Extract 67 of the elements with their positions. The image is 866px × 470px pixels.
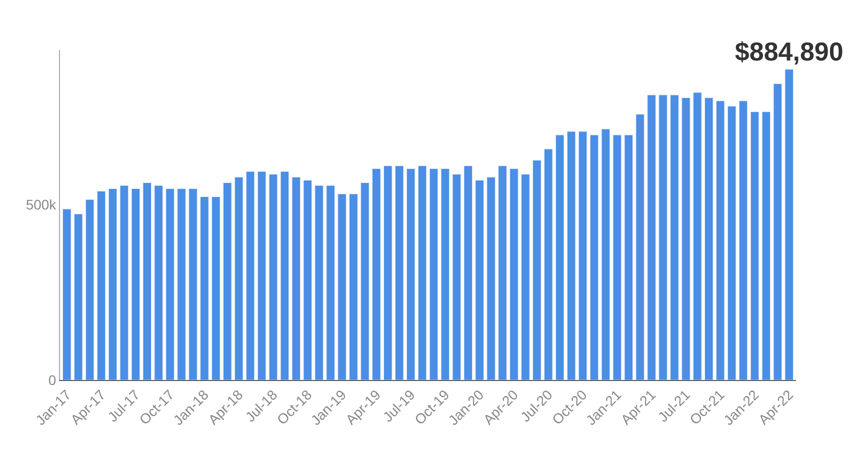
- bar: [166, 188, 174, 380]
- bar: [96, 190, 106, 380]
- bar: [498, 166, 507, 380]
- bar: [372, 168, 381, 380]
- bar: [738, 100, 748, 380]
- bar: [314, 185, 324, 380]
- bar: [636, 114, 644, 380]
- bar: [212, 196, 220, 380]
- bar: [704, 97, 714, 380]
- bar: [418, 166, 427, 380]
- bar: [440, 168, 450, 380]
- bar: [566, 131, 576, 380]
- bar: [521, 174, 530, 380]
- bar: [658, 94, 668, 380]
- bar: [784, 69, 794, 380]
- bar: [223, 182, 232, 380]
- bar: [74, 214, 83, 380]
- bar: [188, 188, 198, 380]
- bar: [727, 106, 736, 380]
- data-label: $884,890: [734, 36, 844, 66]
- bar: [338, 194, 346, 380]
- bar: [257, 171, 266, 380]
- bar: [750, 112, 760, 380]
- bar: [326, 185, 335, 380]
- bar: [682, 97, 690, 380]
- bar: [670, 94, 679, 380]
- bar: [406, 168, 416, 380]
- bar: [762, 112, 771, 380]
- bar: [612, 134, 622, 380]
- bar: [349, 194, 358, 380]
- bar: [384, 166, 392, 380]
- bar: [154, 185, 163, 380]
- bar: [200, 196, 209, 380]
- bar: [773, 83, 782, 380]
- bar: [578, 131, 588, 380]
- bar: [475, 180, 484, 380]
- bar: [108, 188, 118, 380]
- bar: [486, 176, 496, 380]
- bar: [429, 168, 438, 380]
- bar: [464, 166, 472, 380]
- bar: [246, 171, 255, 380]
- y-tick-label: 500k: [26, 196, 58, 212]
- bar: [360, 182, 370, 380]
- bar: [601, 128, 610, 380]
- bar: [624, 134, 633, 380]
- bar: [292, 176, 301, 380]
- bar: [716, 100, 725, 380]
- bar: [85, 199, 94, 380]
- bar: [452, 174, 462, 380]
- bar: [532, 160, 542, 380]
- bar: [280, 171, 290, 380]
- bar: [394, 166, 404, 380]
- bar: [234, 176, 244, 380]
- bar: [544, 148, 553, 380]
- bar: [177, 188, 186, 380]
- bar: [510, 168, 518, 380]
- bar: [120, 185, 129, 380]
- bar: [555, 134, 564, 380]
- bar: [693, 92, 702, 380]
- bar: [142, 182, 152, 380]
- bar: [647, 94, 656, 380]
- bar: [62, 208, 72, 380]
- bar: [131, 188, 140, 380]
- y-tick-label: 0: [48, 372, 56, 388]
- bar: [268, 174, 278, 380]
- bar: [303, 180, 312, 380]
- bar: [590, 134, 599, 380]
